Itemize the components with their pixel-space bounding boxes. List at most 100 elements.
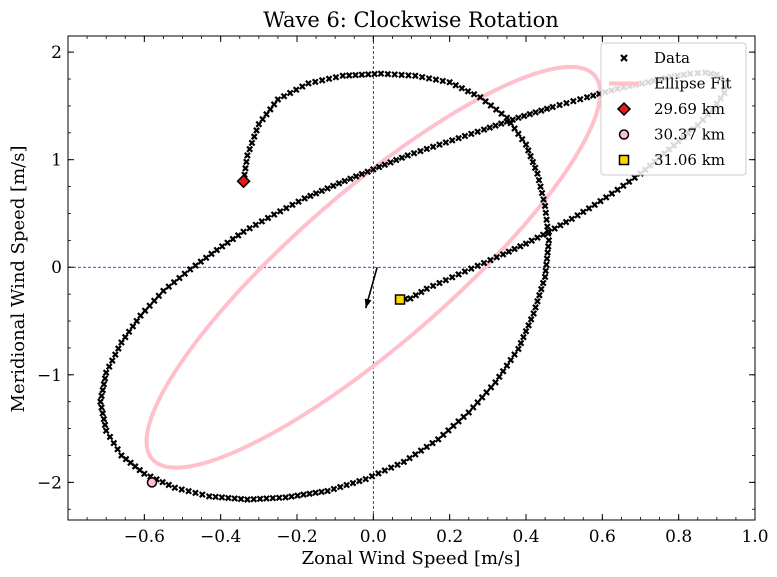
data-point: [238, 496, 243, 501]
data-point: [204, 255, 209, 260]
data-point: [518, 340, 523, 345]
data-point: [382, 162, 387, 167]
data-point: [338, 484, 343, 489]
data-point: [289, 494, 294, 499]
data-point: [440, 78, 445, 83]
data-point: [411, 151, 416, 156]
data-point: [418, 448, 423, 453]
data-point: [413, 293, 418, 298]
data-point: [142, 308, 147, 313]
data-point: [437, 142, 442, 147]
data-point: [426, 76, 431, 81]
data-point: [626, 179, 631, 184]
data-point: [399, 155, 404, 160]
data-point: [499, 111, 504, 116]
data-point: [161, 288, 166, 293]
data-point: [462, 133, 467, 138]
data-point: [270, 496, 275, 501]
data-point: [277, 495, 282, 500]
y-tick-label: 0: [51, 258, 62, 278]
legend-marker-square: [620, 156, 629, 165]
data-point: [469, 131, 474, 136]
data-point: [366, 72, 371, 77]
data-point: [99, 393, 104, 398]
data-point: [512, 246, 517, 251]
data-point: [544, 217, 549, 222]
data-point: [115, 447, 120, 452]
data-point: [533, 305, 538, 310]
data-point: [110, 358, 115, 363]
legend-label: 30.37 km: [654, 126, 725, 144]
data-point: [241, 229, 246, 234]
data-point: [456, 419, 461, 424]
x-tick-label: 0.8: [665, 527, 692, 547]
data-point: [557, 102, 562, 107]
data-point: [395, 462, 400, 467]
data-point: [376, 471, 381, 476]
data-point: [536, 178, 541, 183]
data-point: [545, 250, 550, 255]
data-point: [220, 244, 225, 249]
data-point: [119, 340, 124, 345]
data-point: [456, 136, 461, 141]
data-point: [526, 148, 531, 153]
data-point: [481, 127, 486, 132]
x-tick-label: 0.4: [512, 527, 539, 547]
data-point: [354, 174, 359, 179]
data-point: [101, 382, 106, 387]
data-point: [537, 293, 542, 298]
data-point: [451, 423, 456, 428]
data-point: [569, 216, 574, 221]
data-point: [166, 284, 171, 289]
data-point: [378, 71, 383, 76]
data-point: [325, 186, 330, 191]
data-point: [207, 494, 212, 499]
data-point: [320, 78, 325, 83]
data-point: [177, 275, 182, 280]
data-point: [408, 296, 413, 301]
data-point: [296, 199, 301, 204]
data-point: [348, 176, 353, 181]
data-point: [419, 289, 424, 294]
data-point: [193, 490, 198, 495]
data-point: [209, 251, 214, 256]
data-point: [405, 153, 410, 158]
legend-label: 31.06 km: [654, 151, 725, 169]
data-point: [254, 128, 259, 133]
data-point: [632, 175, 637, 180]
data-point: [535, 299, 540, 304]
data-point: [382, 468, 387, 473]
x-tick-label: 0.6: [589, 527, 616, 547]
data-point: [528, 317, 533, 322]
data-point: [392, 72, 397, 77]
data-point: [493, 380, 498, 385]
data-point: [113, 352, 118, 357]
data-point: [200, 492, 205, 497]
data-point: [336, 181, 341, 186]
legend-marker-circle: [620, 130, 629, 139]
data-point: [459, 86, 464, 91]
chart-title: Wave 6: Clockwise Rotation: [263, 8, 559, 32]
legend-label: Data: [654, 49, 690, 67]
data-point: [264, 496, 269, 501]
data-point: [353, 72, 358, 77]
data-point: [213, 494, 218, 499]
data-point: [531, 311, 536, 316]
data-point: [134, 318, 139, 323]
rotation-arrowhead: [365, 299, 372, 309]
data-point: [420, 74, 425, 79]
data-point: [265, 215, 270, 220]
data-point: [541, 280, 546, 285]
data-point: [484, 390, 489, 395]
data-point: [542, 274, 547, 279]
data-point: [544, 262, 549, 267]
data-point: [431, 283, 436, 288]
altitude-marker-2: [396, 295, 405, 304]
data-point: [424, 286, 429, 291]
data-point: [281, 94, 286, 99]
data-point: [528, 154, 533, 159]
data-point: [331, 183, 336, 188]
data-point: [481, 260, 486, 265]
data-point: [407, 456, 412, 461]
data-point: [308, 193, 313, 198]
